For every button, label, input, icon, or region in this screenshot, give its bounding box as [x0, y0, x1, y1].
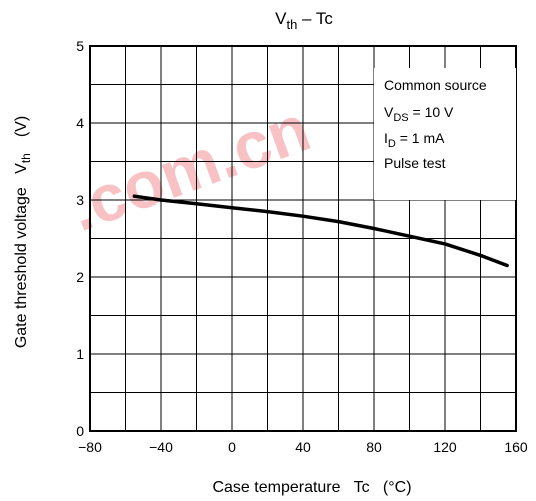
y-tick-label: 0 — [76, 423, 84, 439]
watermark: .com.cn — [59, 90, 319, 245]
plot-area — [89, 45, 517, 432]
x-tick-label: 80 — [366, 439, 382, 455]
chart-title-sub: th — [286, 17, 297, 32]
y-axis-label-main: Gate threshold voltage V — [13, 163, 30, 348]
chart-title-rest: – Tc — [297, 9, 333, 28]
x-tick-label: −40 — [149, 439, 173, 455]
series — [132, 194, 509, 268]
y-tick-label: 3 — [76, 192, 84, 208]
condition-id: ID = 1 mA — [384, 130, 445, 150]
x-tick-label: 40 — [295, 439, 311, 455]
series-line — [132, 194, 509, 268]
x-tick-label: 0 — [228, 439, 236, 455]
y-tick-label: 2 — [76, 269, 84, 285]
x-tick-label: 120 — [433, 439, 457, 455]
condition-pulse-test: Pulse test — [384, 155, 446, 171]
x-axis-label: Case temperature Tc (°C) — [212, 479, 411, 496]
y-tick-label: 4 — [76, 115, 84, 131]
y-axis-label-sub: th — [19, 153, 33, 163]
y-tick-label: 1 — [76, 346, 84, 362]
chart-title-main: V — [275, 9, 287, 28]
x-tick-label: −80 — [78, 439, 102, 455]
axis-ticks: −80 −40 0 40 80 120 160 0 1 2 3 4 5 — [76, 38, 528, 455]
y-tick-label: 5 — [76, 38, 84, 54]
x-tick-label: 160 — [504, 439, 528, 455]
conditions-box — [374, 68, 516, 200]
y-axis-label-unit: (V) — [13, 116, 30, 137]
y-axis-label: Gate threshold voltage Vth (V) — [13, 116, 33, 348]
chart-title: Vth – Tc — [275, 9, 333, 32]
condition-common-source: Common source — [384, 77, 487, 93]
condition-vds: VDS = 10 V — [384, 104, 454, 124]
